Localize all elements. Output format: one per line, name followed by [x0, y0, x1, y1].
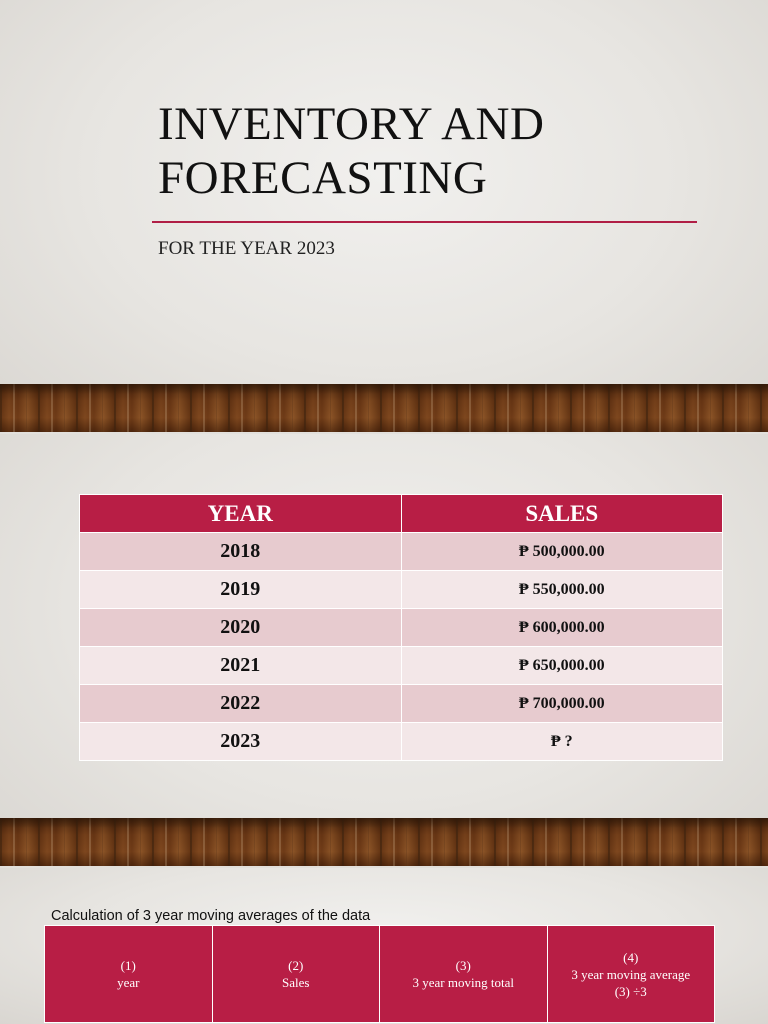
title-divider	[152, 221, 697, 223]
title-slide: INVENTORY AND FORECASTING FOR THE YEAR 2…	[0, 0, 768, 432]
column-number: (2)	[288, 958, 304, 973]
column-header-moving-average: (4) 3 year moving average (3) ÷3	[546, 925, 715, 1023]
sales-cell: ₱ 700,000.00	[400, 684, 723, 723]
table-row: 2021 ₱ 650,000.00	[79, 646, 723, 685]
column-label: 3 year moving average	[571, 966, 691, 982]
sales-cell: ₱ 600,000.00	[400, 608, 723, 647]
table-header-row: YEAR SALES	[79, 494, 723, 533]
sales-cell: ₱ ?	[400, 722, 723, 761]
column-number: (1)	[120, 958, 136, 973]
year-cell: 2022	[79, 684, 402, 723]
moving-average-table: (1) year (2) Sales (3) 3 year moving tot…	[44, 925, 715, 1023]
sales-cell: ₱ 650,000.00	[400, 646, 723, 685]
sales-column-header: SALES	[400, 494, 723, 533]
wood-floor-decoration	[0, 384, 768, 432]
title-line-2: FORECASTING	[158, 152, 488, 204]
table-row: 2022 ₱ 700,000.00	[79, 684, 723, 723]
column-label: Sales	[282, 975, 310, 990]
year-cell: 2018	[79, 532, 402, 571]
column-header-sales: (2) Sales	[211, 925, 380, 1023]
title-line-1: INVENTORY AND	[158, 98, 545, 150]
slide-subtitle: FOR THE YEAR 2023	[158, 238, 335, 259]
column-number: (3)	[455, 958, 471, 973]
calculation-caption: Calculation of 3 year moving averages of…	[51, 908, 371, 924]
year-column-header: YEAR	[79, 494, 402, 533]
slide-title: INVENTORY AND FORECASTING	[158, 97, 718, 205]
column-number: (4)	[623, 949, 639, 965]
table-row: 2019 ₱ 550,000.00	[79, 570, 723, 609]
sales-cell: ₱ 500,000.00	[400, 532, 723, 571]
column-label: year	[117, 975, 140, 990]
table-row: 2020 ₱ 600,000.00	[79, 608, 723, 647]
wood-floor-decoration	[0, 818, 768, 866]
sales-table: YEAR SALES 2018 ₱ 500,000.00 2019 ₱ 550,…	[79, 494, 723, 761]
column-label: 3 year moving total	[412, 975, 514, 990]
column-header-year: (1) year	[44, 925, 213, 1023]
table-row: 2018 ₱ 500,000.00	[79, 532, 723, 571]
moving-average-slide: Calculation of 3 year moving averages of…	[0, 868, 768, 1024]
year-cell: 2023	[79, 722, 402, 761]
column-header-moving-total: (3) 3 year moving total	[379, 925, 548, 1023]
year-cell: 2020	[79, 608, 402, 647]
year-cell: 2021	[79, 646, 402, 685]
year-cell: 2019	[79, 570, 402, 609]
sales-table-slide: YEAR SALES 2018 ₱ 500,000.00 2019 ₱ 550,…	[0, 434, 768, 866]
column-formula: (3) ÷3	[614, 983, 647, 999]
sales-cell: ₱ 550,000.00	[400, 570, 723, 609]
table-row: 2023 ₱ ?	[79, 722, 723, 761]
table-header-row: (1) year (2) Sales (3) 3 year moving tot…	[44, 925, 715, 1023]
